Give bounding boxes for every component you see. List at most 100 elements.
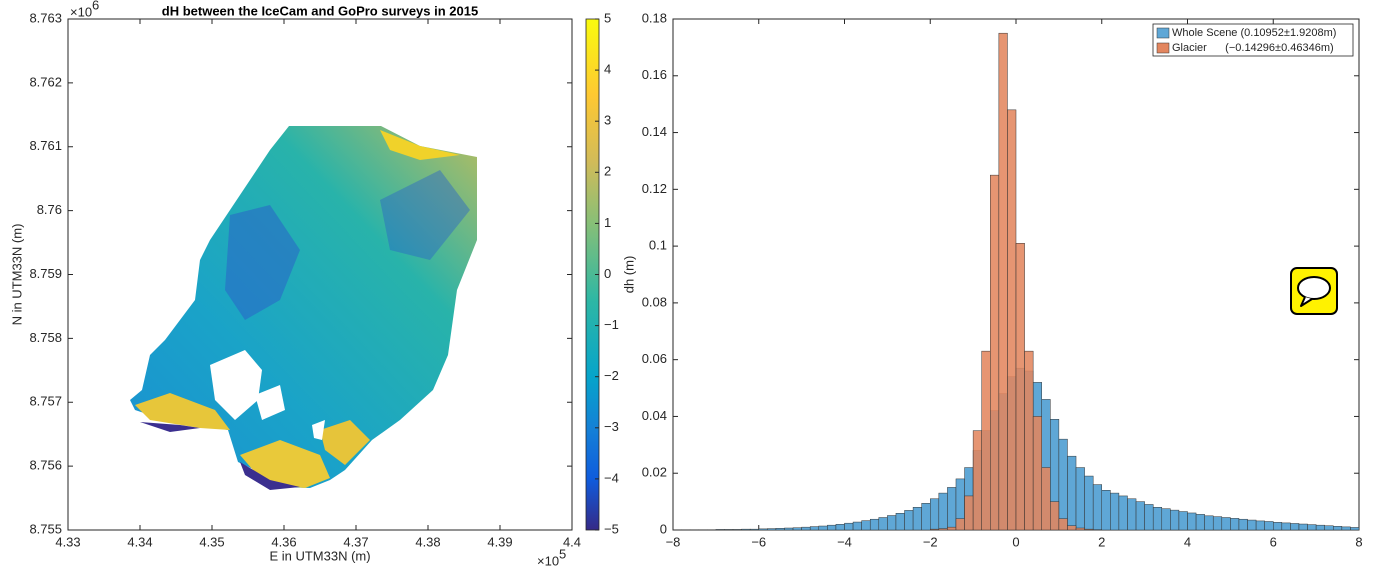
bar [1007,109,1017,531]
bar [818,525,828,531]
bar [1084,528,1094,531]
bar [1315,524,1325,531]
x-tick-label: 4.35 [199,534,224,549]
bar [1324,525,1334,531]
bar [921,503,931,531]
bar [938,492,948,531]
y-tick-label: 8.756 [29,458,62,473]
bar [1264,521,1274,531]
bar [724,529,734,531]
bar [1067,455,1077,531]
bar [1221,517,1231,531]
x-tick-label: 2 [1098,534,1105,549]
x-tick-label: 0 [1012,534,1019,549]
bar [749,528,759,531]
bar [1152,507,1163,531]
bar [990,174,1000,531]
legend-label: Whole Scene (0.10952±1.9208m) [1172,27,1336,39]
colorbar-tick-label: −3 [604,419,619,434]
bar [1092,484,1103,531]
bar [1238,518,1248,531]
legend-swatch [1156,42,1170,54]
y-scale-exponent: 6 [92,0,99,12]
y-tick-label: 0.04 [642,408,667,423]
y-tick-label: 0.02 [642,465,667,480]
legend-swatch [1156,27,1170,39]
bar [1298,523,1308,531]
x-tick-label: −6 [751,534,766,549]
bar [869,518,880,531]
comment-button[interactable] [1290,267,1338,315]
x-tick-label: 8 [1355,534,1362,549]
bar [852,521,862,531]
bar [1195,514,1205,531]
bar [1058,438,1068,531]
bar [1204,515,1214,531]
colorbar-tick-label: 5 [604,10,611,25]
y-tick-label: 0.16 [642,67,667,82]
y-tick-label: 8.763 [29,10,62,25]
bar [767,528,777,531]
colorbar-tick-label: 2 [604,164,611,179]
bar [878,517,888,531]
bar [1187,512,1197,531]
bar [1075,467,1085,531]
bar [1101,490,1111,531]
axes-box [67,18,573,531]
bar [809,526,820,531]
bar [972,430,982,531]
bar [998,32,1008,531]
bars [672,32,1360,531]
bar [1050,501,1060,531]
x-tick-label: 4.4 [563,534,581,549]
colorbar-tick-label: −5 [604,521,619,536]
bar [947,526,957,531]
colorbar-tick-label: −4 [604,470,619,485]
bar [1290,523,1300,531]
bar [801,526,811,531]
bar [912,507,922,531]
legend-box [1152,23,1354,57]
bar [887,515,897,531]
bar [775,528,785,531]
colorbar-tick-label: 3 [604,113,611,128]
bar [1135,501,1145,531]
x-tick-label: 4.36 [271,534,296,549]
x-scale-exponent: 5 [559,546,566,561]
x-axis-label: E in UTM33N (m) [269,548,370,563]
bar [1255,520,1265,531]
colorbar-tick-label: 0 [604,266,611,281]
colorbar-tick-label: −1 [604,317,619,332]
bar [981,350,991,531]
bar [827,524,837,531]
bar [1024,350,1034,531]
chart-title: dH between the IceCam and GoPro surveys … [162,3,478,18]
bar [1127,498,1137,531]
y-tick-label: 8.76 [37,202,62,217]
bar [1307,524,1317,531]
bar [955,518,965,531]
y-tick-label: 8.761 [29,138,62,153]
bar [1230,518,1240,531]
bar [1212,516,1223,531]
bar [1341,526,1351,531]
bar [1015,243,1025,531]
bar [844,522,854,531]
x-tick-label: 6 [1270,534,1277,549]
bar [1161,508,1171,531]
bar [1144,504,1154,531]
y-tick-label: 0.08 [642,294,667,309]
y-tick-label: 8.759 [29,266,62,281]
bar [1110,492,1120,531]
y-axis-label: N in UTM33N (m) [9,224,24,326]
x-tick-label: −8 [666,534,681,549]
bar [938,528,948,531]
bar [1333,526,1343,531]
x-tick-label: −2 [923,534,938,549]
y-axis-label: dh (m) [621,256,636,294]
bar [1075,527,1085,531]
y-tick-label: 0.12 [642,181,667,196]
bar [964,495,974,531]
bar [1041,467,1051,531]
